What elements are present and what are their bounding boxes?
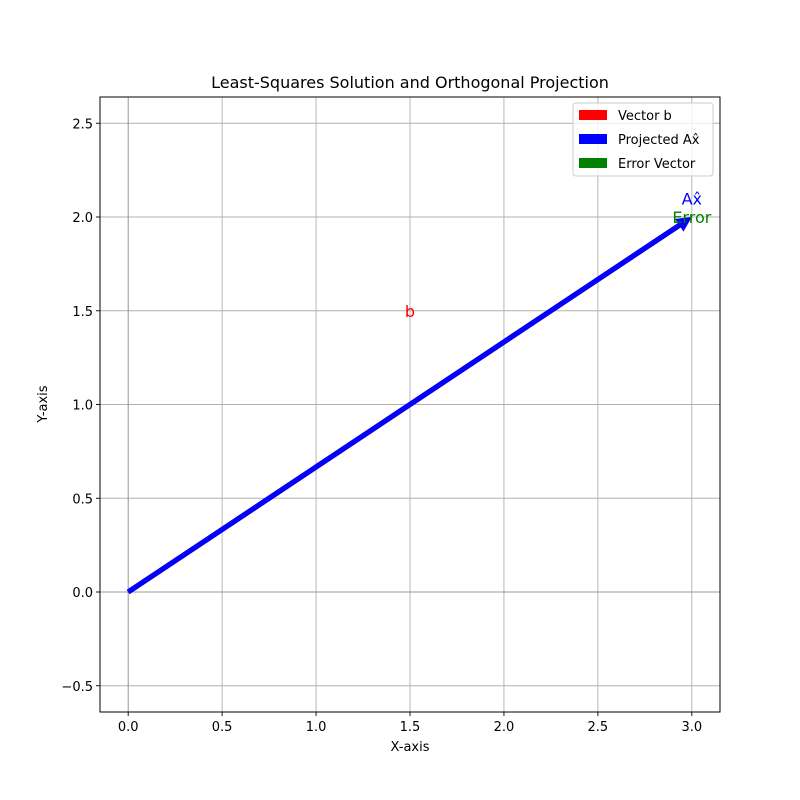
projected-arrow-shape (126, 217, 692, 595)
annotation-projected: Ax̂ (682, 189, 702, 208)
x-tick-label: 1.5 (400, 720, 421, 735)
y-tick-label: 2.5 (72, 117, 93, 132)
x-tick-label: 1.0 (306, 720, 327, 735)
annotation-layer: b Ax̂Error (405, 189, 712, 321)
legend-item-error-label: Error Vector (618, 157, 696, 172)
projected-arrow (126, 217, 692, 595)
legend-item-projected-label: Projected Ax̂ (618, 133, 700, 148)
series-layer (126, 217, 692, 595)
y-tick-label: 2.0 (72, 211, 93, 226)
zero-lines (100, 97, 720, 712)
legend-item-error-swatch (579, 158, 607, 168)
annotation-error: Error (672, 208, 711, 227)
legend-item-projected-swatch (579, 134, 607, 144)
x-tick-label: 0.5 (212, 720, 233, 735)
y-tick-label: 1.0 (72, 399, 93, 414)
legend-item-vector-b-swatch (579, 110, 607, 120)
y-tick-label: 0.0 (72, 586, 93, 601)
annotation-b: b (405, 302, 415, 321)
x-tick-label: 2.0 (494, 720, 515, 735)
x-tick-label: 3.0 (681, 720, 702, 735)
legend: Vector b Projected Ax̂ Error Vector (572, 102, 714, 177)
y-axis-title: Y-axis (36, 385, 51, 423)
y-tick-label: 1.5 (72, 305, 93, 320)
tick-layer: 0.0 0.5 1.0 1.5 2.0 2.5 3.0 −0.5 0.0 0.5 1.0 1.5 2.0… (61, 117, 702, 735)
y-tick-label: −0.5 (61, 680, 93, 695)
legend-frame (572, 102, 714, 177)
x-tick-label: 2.5 (588, 720, 609, 735)
legend-item-vector-b-label: Vector b (618, 109, 672, 124)
x-tick-label: 0.0 (118, 720, 139, 735)
x-axis-title: X-axis (391, 740, 430, 755)
y-tick-label: 0.5 (72, 492, 93, 507)
chart-title: Least-Squares Solution and Orthogonal Pr… (211, 73, 609, 92)
